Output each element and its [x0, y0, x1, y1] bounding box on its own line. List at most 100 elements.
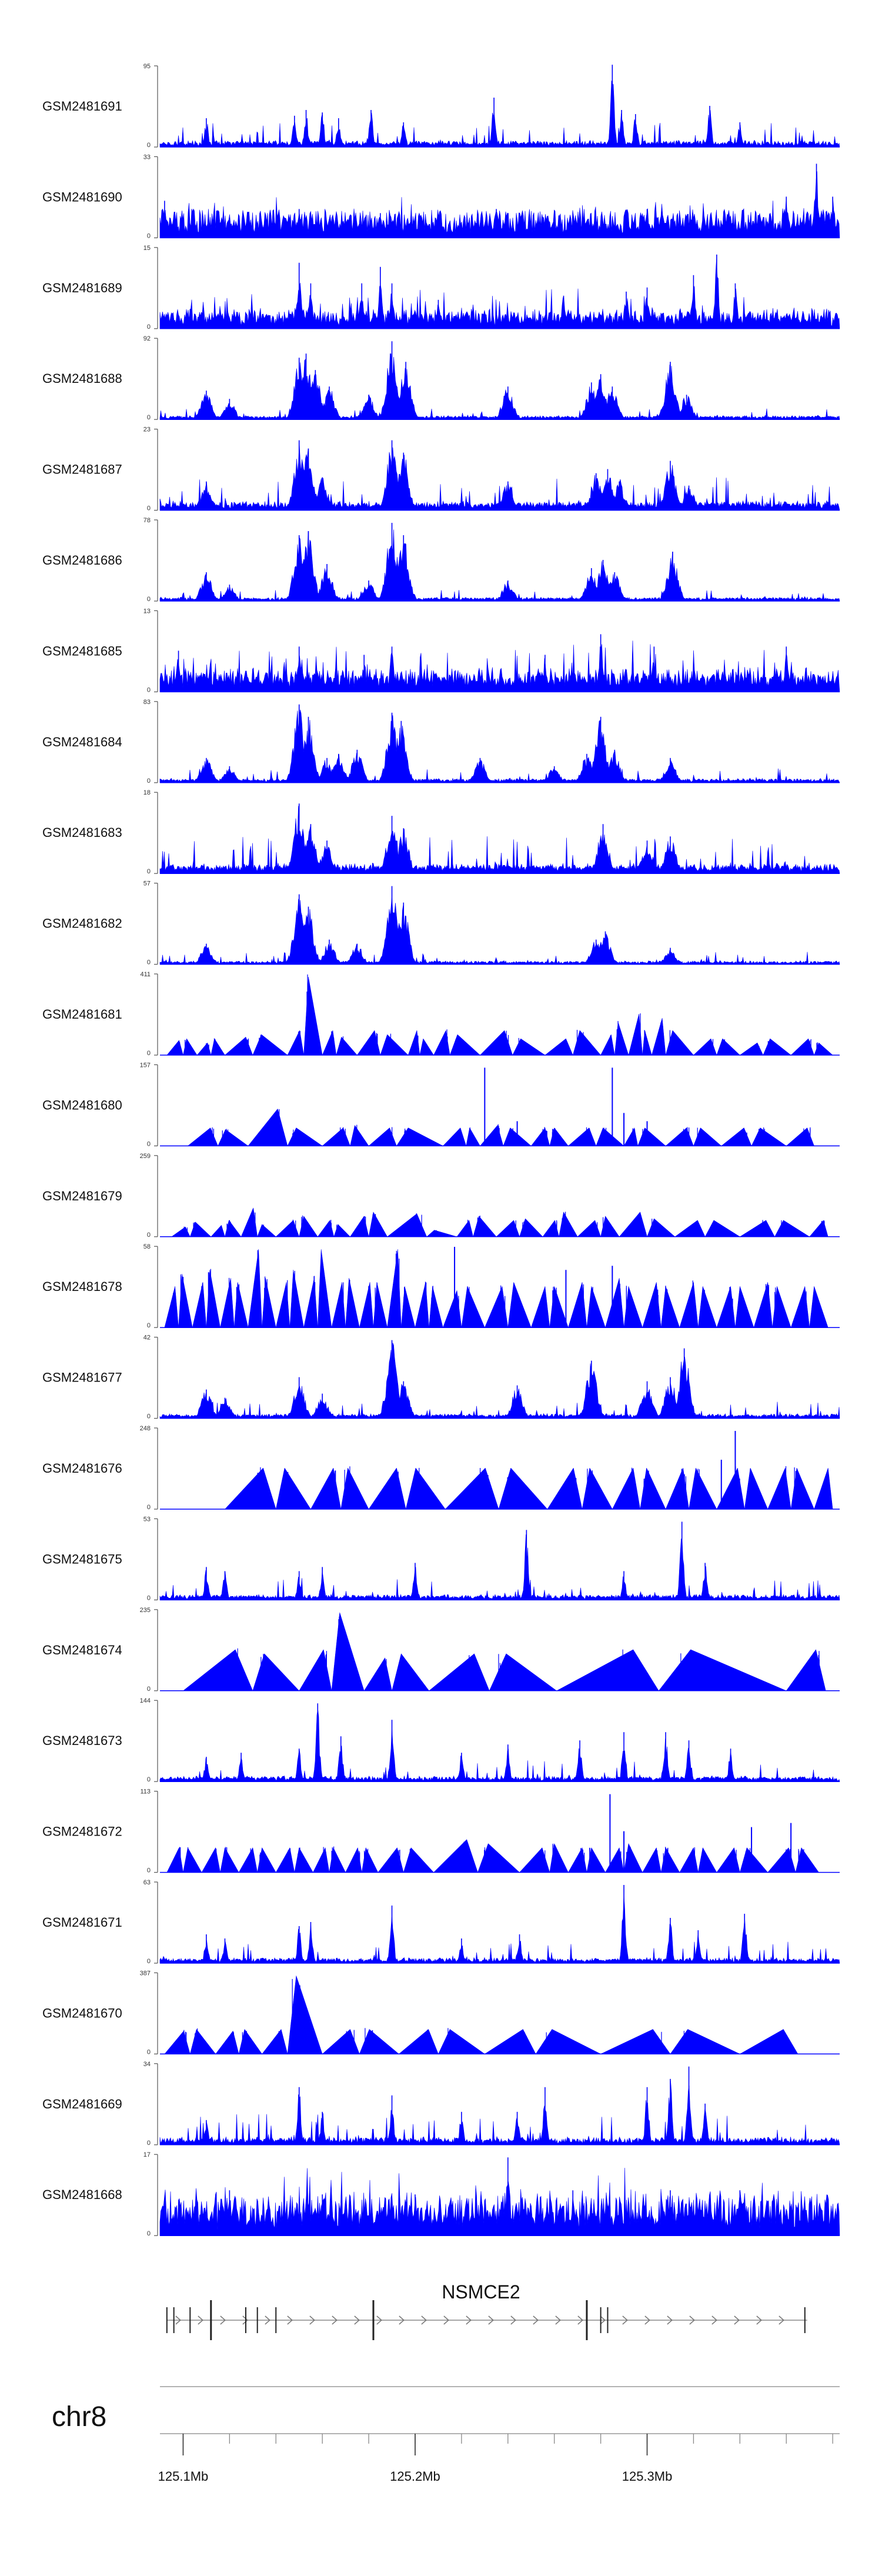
- signal-triangle: [220, 1278, 235, 1328]
- signal-triangle: [809, 1286, 828, 1328]
- signal-triangle: [396, 1127, 443, 1146]
- signal-triangle: [401, 1286, 416, 1328]
- signal-triangle: [519, 1218, 543, 1237]
- signal-triangle: [211, 1224, 225, 1237]
- track-ymax-label: 387: [140, 1970, 151, 1977]
- strand-arrow: [577, 2315, 583, 2325]
- strand-arrow: [711, 2315, 717, 2325]
- track-ymin-label: 0: [147, 868, 151, 875]
- track-ymin-label: 0: [147, 142, 151, 149]
- signal-triangle: [289, 1270, 304, 1328]
- track-label: GSM2481686: [42, 553, 122, 568]
- signal-triangle: [218, 1129, 249, 1146]
- signal-triangle: [744, 1467, 769, 1510]
- signal-triangle: [586, 1286, 606, 1328]
- signal-triangle: [419, 1038, 435, 1056]
- track-ymin-label: 0: [147, 505, 151, 512]
- track-GSM2481674: GSM2481674 235 0: [42, 1607, 840, 1693]
- track-GSM2481670: GSM2481670 387 0: [42, 1970, 840, 2056]
- signal-triangle: [767, 1847, 796, 1873]
- signal-area: [159, 1534, 840, 1600]
- signal-triangle: [340, 1467, 369, 1510]
- signal-triangle: [433, 1030, 450, 1056]
- signal-triangle: [556, 1649, 659, 1691]
- signal-triangle: [605, 1278, 624, 1328]
- signal-triangle: [350, 1216, 369, 1237]
- track-label: GSM2481689: [42, 281, 122, 295]
- signal-triangle: [192, 1282, 207, 1328]
- gene-name-label: NSMCE2: [442, 2281, 520, 2303]
- signal-triangle: [287, 1127, 323, 1146]
- track-GSM2481677: GSM2481677 42 0: [42, 1334, 840, 1420]
- signal-triangle: [814, 1467, 833, 1510]
- signal-triangle: [484, 2029, 536, 2054]
- track-ymax-label: 83: [143, 699, 151, 706]
- strand-arrow: [756, 2315, 762, 2325]
- track-ymin-label: 0: [147, 1413, 151, 1420]
- track-ymin-label: 0: [147, 1504, 151, 1511]
- signal-triangle: [294, 1847, 313, 1873]
- track-ymin-label: 0: [147, 686, 151, 693]
- signal-triangle: [544, 1038, 573, 1056]
- signal-triangle: [689, 1467, 717, 1510]
- signal-triangle: [512, 1038, 546, 1056]
- signal-triangle: [600, 2029, 671, 2054]
- track-ymax-label: 13: [143, 608, 151, 615]
- signal-triangle: [350, 1125, 369, 1146]
- track-ymax-label: 157: [140, 1062, 151, 1069]
- track-ymin-label: 0: [147, 1776, 151, 1783]
- signal-triangle: [642, 1030, 652, 1056]
- track-ymax-label: 259: [140, 1153, 151, 1160]
- track-label: GSM2481680: [42, 1097, 122, 1112]
- axis-tick-label: 125.2Mb: [390, 2469, 440, 2484]
- strand-arrow: [399, 2315, 405, 2325]
- track-ymin-label: 0: [147, 1958, 151, 1965]
- signal-triangle: [461, 1286, 485, 1328]
- signal-triangle: [262, 2028, 288, 2054]
- track-ymin-label: 0: [147, 323, 151, 331]
- signal-triangle: [489, 1653, 557, 1691]
- signal-triangle: [189, 2028, 216, 2054]
- signal-area: [159, 529, 840, 602]
- strand-arrow: [242, 2315, 248, 2325]
- signal-triangle: [739, 1220, 775, 1237]
- signal-triangle: [331, 1282, 346, 1328]
- signal-triangle: [233, 1282, 249, 1328]
- signal-triangle: [248, 1108, 288, 1146]
- signal-triangle: [477, 1843, 520, 1873]
- signal-area: [159, 80, 840, 148]
- signal-triangle: [322, 1030, 337, 1056]
- signal-triangle: [735, 1286, 754, 1328]
- signal-triangle: [317, 1220, 335, 1237]
- signal-triangle: [187, 1127, 219, 1146]
- signal-triangle: [704, 1220, 741, 1237]
- track-ymin-label: 0: [147, 778, 151, 785]
- signal-triangle: [665, 1467, 689, 1510]
- signal-triangle: [238, 1847, 258, 1873]
- track-label: GSM2481678: [42, 1279, 122, 1294]
- axis-tick-label: 125.3Mb: [622, 2469, 673, 2484]
- track-GSM2481669: GSM2481669 34 0: [42, 2061, 840, 2147]
- signal-area: [159, 259, 840, 329]
- signal-triangle: [716, 1038, 740, 1056]
- signal-triangle: [698, 1286, 717, 1328]
- signal-triangle: [182, 1649, 253, 1691]
- signal-triangle: [600, 1034, 615, 1056]
- track-label: GSM2481679: [42, 1189, 122, 1203]
- track-label: GSM2481690: [42, 189, 122, 204]
- axis-tick-label: 125.1Mb: [158, 2469, 209, 2484]
- gene-track: NSMCE2: [166, 2281, 807, 2340]
- signal-triangle: [275, 1282, 290, 1328]
- track-label: GSM2481691: [42, 99, 122, 114]
- track-ymin-label: 0: [147, 1686, 151, 1693]
- track-label: GSM2481669: [42, 2097, 122, 2111]
- signal-triangle: [333, 1224, 351, 1237]
- track-ymax-label: 78: [143, 517, 151, 524]
- signal-triangle: [456, 1220, 473, 1237]
- track-ymin-label: 0: [147, 2230, 151, 2237]
- strand-arrow: [644, 2315, 650, 2325]
- track-label: GSM2481676: [42, 1461, 122, 1476]
- track-GSM2481684: GSM2481684 83 0: [42, 699, 840, 785]
- strand-arrow: [510, 2315, 516, 2325]
- signal-tracks: GSM2481691950GSM2481690330GSM2481689150G…: [42, 63, 840, 2237]
